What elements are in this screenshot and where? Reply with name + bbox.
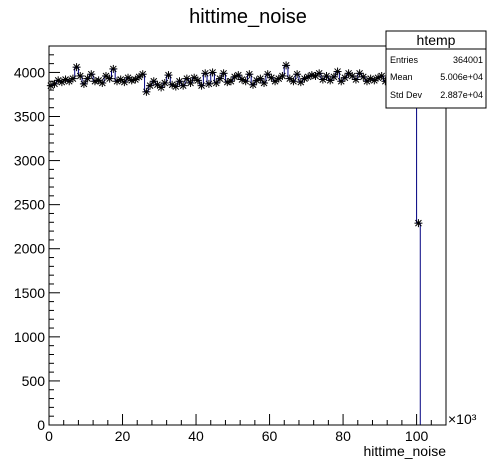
x-tick-label: 80: [335, 428, 351, 444]
data-point: [160, 79, 169, 88]
data-point: [282, 61, 291, 70]
data-point: [201, 69, 210, 78]
data-point: [171, 82, 180, 91]
y-tick-label: 1500: [14, 285, 45, 301]
plot-frame: [48, 45, 447, 426]
data-point: [333, 67, 342, 76]
stats-stddev-value: 2.887e+04: [440, 90, 483, 100]
data-point: [311, 71, 320, 80]
data-point: [226, 77, 235, 86]
y-tick-label: 3500: [14, 109, 45, 125]
data-point: [76, 71, 85, 80]
x-multiplier-label: ×10³: [448, 411, 477, 427]
data-point: [245, 70, 254, 79]
y-tick-label: 500: [22, 373, 46, 389]
data-point: [72, 63, 81, 72]
histogram-line: [48, 64, 421, 425]
data-point: [337, 77, 346, 86]
stats-box: htemp Entries 364001 Mean 5.006e+04 Std …: [385, 30, 487, 109]
x-axis-label: hittime_noise: [364, 443, 447, 459]
data-point: [83, 74, 92, 83]
x-tick-label: 100: [405, 428, 429, 444]
data-point: [182, 74, 191, 83]
data-point: [186, 79, 195, 88]
stats-mean-value: 5.006e+04: [440, 72, 483, 82]
data-point: [193, 76, 202, 85]
data-markers: [46, 61, 423, 228]
data-point: [105, 74, 114, 83]
x-tick-label: 40: [188, 428, 204, 444]
y-axis-ticks: 0 500 1000 1500 2000 2500 3000 3500 4000: [14, 45, 60, 433]
data-point: [293, 70, 302, 79]
data-point: [164, 71, 173, 80]
data-point: [190, 73, 199, 82]
data-point: [120, 78, 129, 87]
chart-title: hittime_noise: [189, 6, 307, 28]
y-tick-label: 0: [37, 417, 45, 433]
data-point: [138, 70, 147, 79]
stats-entries-label: Entries: [390, 55, 419, 65]
data-point: [322, 71, 331, 80]
y-tick-label: 1000: [14, 329, 45, 345]
data-point: [260, 79, 269, 88]
y-tick-label: 2500: [14, 197, 45, 213]
data-point: [87, 70, 96, 79]
data-point: [212, 79, 221, 88]
data-point: [146, 81, 155, 90]
stats-entries-value: 364001: [453, 55, 483, 65]
x-tick-label: 20: [115, 428, 131, 444]
stats-mean-label: Mean: [390, 72, 413, 82]
data-point: [241, 77, 250, 86]
data-point: [215, 74, 224, 83]
data-point: [68, 74, 77, 83]
data-point: [256, 74, 265, 83]
x-axis-ticks: 0 20 40 60 80 100: [45, 414, 447, 444]
data-point: [263, 70, 272, 79]
data-point: [153, 80, 162, 89]
data-point: [179, 81, 188, 90]
y-tick-label: 2000: [14, 241, 45, 257]
stats-box-title: htemp: [417, 32, 456, 48]
data-point: [204, 79, 213, 88]
data-point: [109, 64, 118, 73]
histogram-outline: [48, 64, 421, 425]
data-point: [135, 72, 144, 81]
data-point: [208, 68, 217, 77]
data-point: [98, 79, 107, 88]
y-tick-label: 3000: [14, 153, 45, 169]
data-point: [249, 80, 258, 89]
data-point: [340, 73, 349, 82]
x-tick-label: 0: [45, 428, 53, 444]
data-point: [142, 87, 151, 96]
data-point: [278, 71, 287, 80]
data-point: [175, 77, 184, 86]
data-point: [348, 71, 357, 80]
data-point: [219, 69, 228, 78]
data-point: [113, 77, 122, 86]
y-tick-label: 4000: [14, 64, 45, 80]
data-point: [351, 75, 360, 84]
stats-stddev-label: Std Dev: [390, 90, 423, 100]
data-point: [131, 75, 140, 84]
data-point: [315, 69, 324, 78]
data-point: [197, 81, 206, 90]
data-point: [79, 79, 88, 88]
data-point: [157, 83, 166, 92]
data-point: [359, 72, 368, 81]
data-point: [149, 77, 158, 86]
data-point: [414, 219, 423, 228]
data-point: [289, 77, 298, 86]
data-point: [377, 71, 386, 80]
data-point: [234, 71, 243, 80]
x-tick-label: 60: [262, 428, 278, 444]
data-point: [329, 72, 338, 81]
